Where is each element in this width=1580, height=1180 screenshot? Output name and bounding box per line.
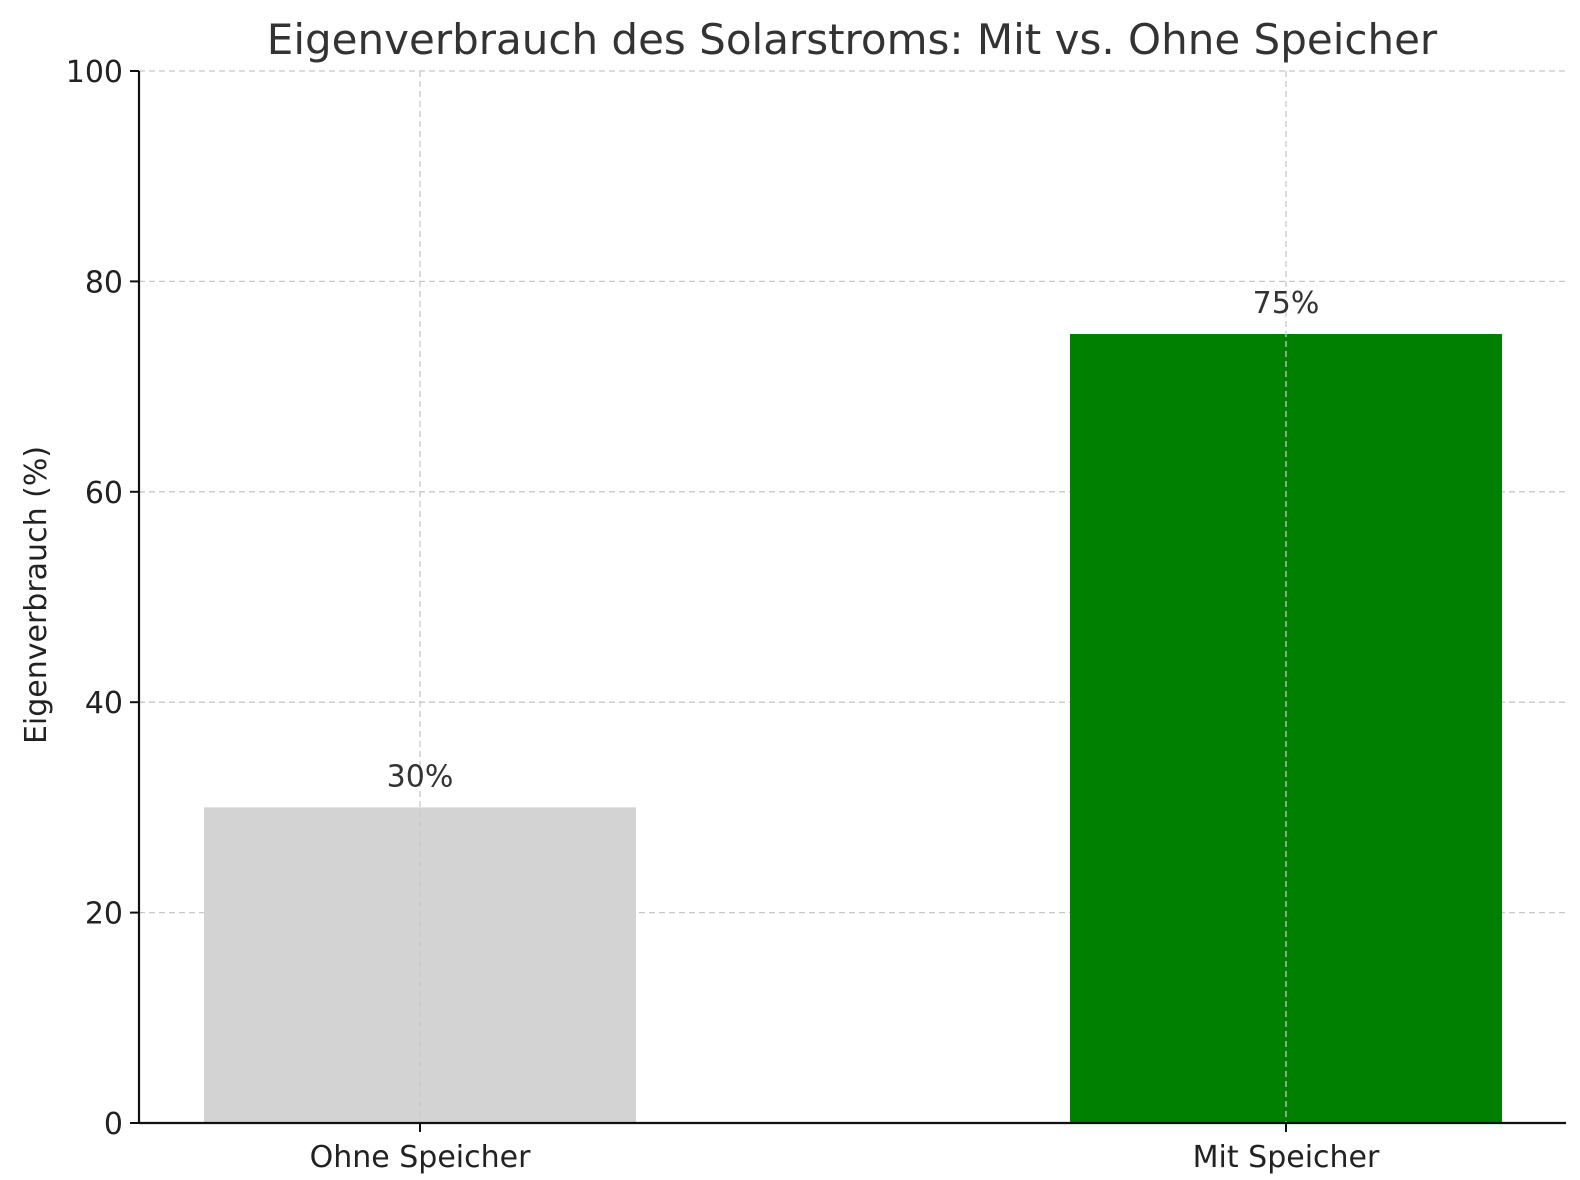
x-tick-label-mit-speicher: Mit Speicher [1193, 1140, 1380, 1175]
x-axis-ticks: Ohne Speicher Mit Speicher [310, 1123, 1380, 1175]
y-tick-label-40: 40 [85, 686, 123, 721]
data-label-mit-speicher: 75% [1253, 286, 1320, 321]
data-label-ohne-speicher: 30% [387, 759, 454, 794]
grid-lines [139, 70, 1566, 914]
y-axis-ticks: 0 20 40 60 80 100 [66, 55, 139, 1142]
y-tick-label-0: 0 [104, 1107, 123, 1142]
vertical-grid-lines [419, 71, 1287, 1123]
y-tick-label-80: 80 [85, 265, 123, 300]
axes [137, 71, 1566, 1125]
y-axis-label: Eigenverbrauch (%) [19, 446, 54, 744]
y-tick-label-60: 60 [85, 476, 123, 511]
data-labels: 30% 75% [387, 286, 1320, 794]
x-tick-label-ohne-speicher: Ohne Speicher [310, 1140, 531, 1175]
y-tick-label-100: 100 [66, 55, 123, 90]
chart-title: Eigenverbrauch des Solarstroms: Mit vs. … [267, 15, 1438, 64]
bars [204, 334, 1502, 1123]
y-tick-label-20: 20 [85, 897, 123, 932]
